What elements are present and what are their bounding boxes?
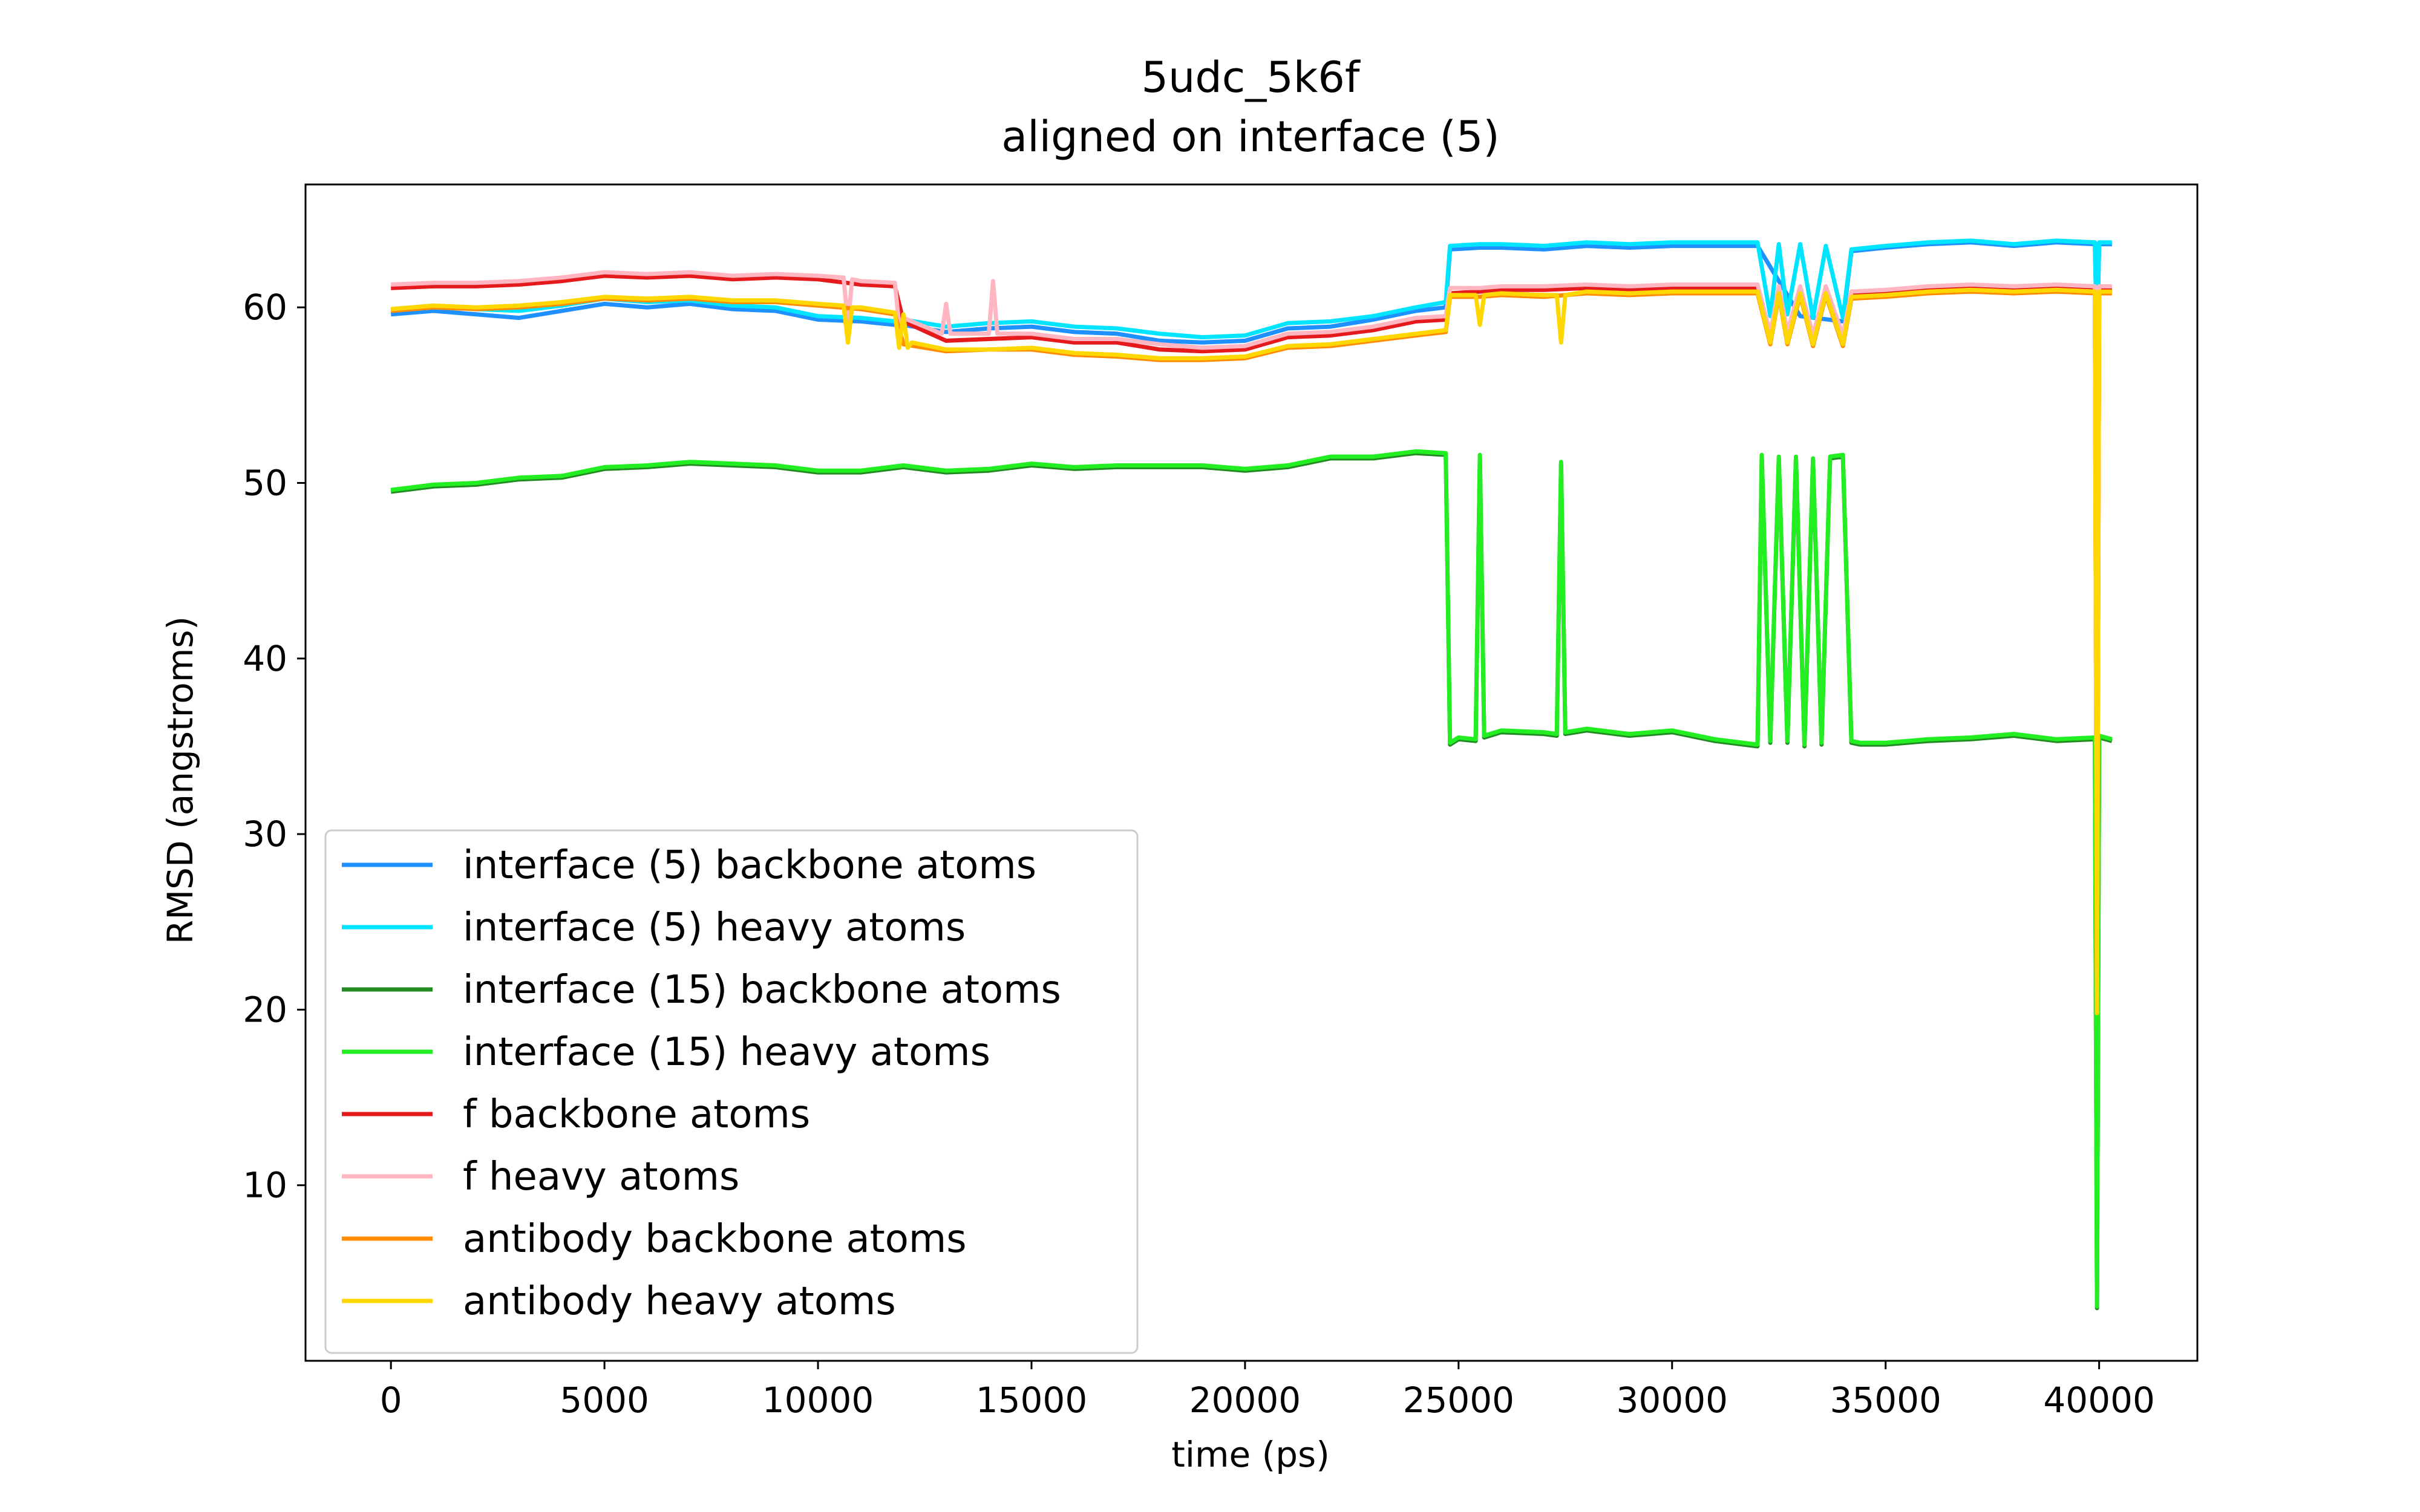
y-tick-label: 60 bbox=[243, 287, 287, 328]
axes: 0 5000 10000 15000 20000 25000 30000 35000 40000… bbox=[243, 183, 2199, 1421]
chart-subtitle: aligned on interface (5) bbox=[1001, 112, 1499, 161]
legend-label: interface (5) heavy atoms bbox=[463, 905, 966, 950]
y-tick-label: 40 bbox=[243, 638, 287, 679]
x-tick-label: 20000 bbox=[1189, 1380, 1301, 1421]
y-axis-label: RMSD (angstroms) bbox=[160, 616, 201, 944]
x-tick-label: 15000 bbox=[976, 1380, 1088, 1421]
legend-label: antibody heavy atoms bbox=[463, 1279, 896, 1324]
x-tick-label: 25000 bbox=[1403, 1380, 1515, 1421]
y-tick-label: 20 bbox=[243, 989, 287, 1030]
plot-frame bbox=[304, 183, 2199, 1362]
y-tick-label: 50 bbox=[243, 463, 287, 504]
y-tick-label: 30 bbox=[243, 813, 287, 855]
y-tick-label: 10 bbox=[243, 1165, 287, 1206]
legend-label: f backbone atoms bbox=[463, 1092, 810, 1137]
legend-label: interface (15) backbone atoms bbox=[463, 968, 1061, 1012]
chart-title: 5udc_5k6f bbox=[1141, 53, 1360, 102]
x-tick-label: 5000 bbox=[560, 1380, 649, 1421]
legend-box bbox=[324, 829, 1139, 1354]
series-line-3 bbox=[390, 449, 2113, 1309]
x-tick-label: 40000 bbox=[2043, 1380, 2155, 1421]
series-line-7 bbox=[390, 287, 2112, 1015]
x-tick-label: 30000 bbox=[1617, 1380, 1728, 1421]
x-tick-label: 0 bbox=[380, 1380, 402, 1421]
legend-label: f heavy atoms bbox=[463, 1155, 739, 1199]
plot-lines bbox=[390, 238, 2113, 1311]
legend-label: interface (5) backbone atoms bbox=[463, 843, 1036, 888]
x-tick-label: 10000 bbox=[762, 1380, 874, 1421]
legend-label: interface (15) heavy atoms bbox=[463, 1030, 990, 1075]
x-axis-label: time (ps) bbox=[1171, 1434, 1330, 1475]
x-tick-label: 35000 bbox=[1830, 1380, 1941, 1421]
legend: interface (5) backbone atoms interface (5… bbox=[324, 829, 1139, 1354]
legend-label: antibody backbone atoms bbox=[463, 1217, 967, 1262]
